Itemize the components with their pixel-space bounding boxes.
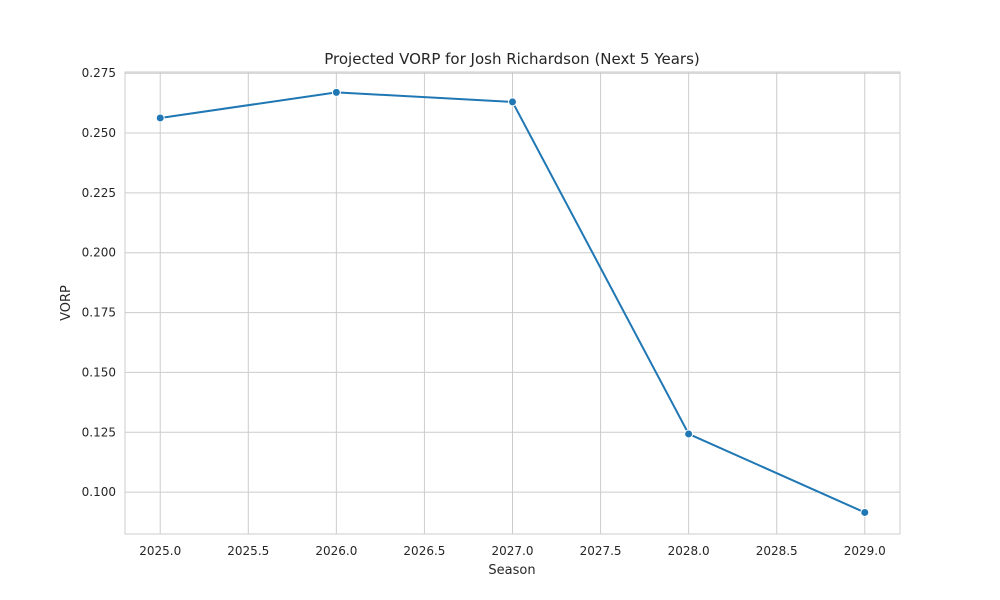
plot-area-frame: [124, 71, 901, 535]
data-point-marker: [508, 97, 517, 107]
y-tick-label: 0.275: [82, 66, 116, 80]
y-tick-label: 0.250: [82, 126, 116, 140]
y-tick-label: 0.175: [82, 306, 116, 320]
data-point-marker: [684, 429, 694, 439]
x-tick-label: 2025.0: [139, 544, 181, 558]
x-tick-label: 2025.5: [227, 544, 269, 558]
y-tick-label: 0.125: [82, 425, 116, 439]
x-axis-ticks: 2025.0 2025.5 2026.0 2026.5 2027.0 2027.5 2028…: [139, 544, 886, 558]
x-tick-label: 2028.0: [668, 544, 710, 558]
x-tick-label: 2026.0: [315, 544, 357, 558]
y-tick-label: 0.200: [82, 246, 116, 260]
y-tick-label: 0.225: [82, 186, 116, 200]
x-tick-label: 2029.0: [844, 544, 886, 558]
y-tick-label: 0.150: [82, 365, 116, 379]
x-tick-label: 2028.5: [756, 544, 798, 558]
y-axis-ticks: 0.100 0.125 0.150 0.175 0.200 0.225 0.250 0.275: [82, 66, 116, 499]
y-axis-label: VORP: [59, 285, 74, 321]
data-point-marker: [331, 87, 341, 97]
grid-layer: [125, 72, 900, 534]
x-tick-label: 2026.5: [403, 544, 445, 558]
x-tick-label: 2027.5: [580, 544, 622, 558]
x-axis-label: Season: [488, 563, 535, 578]
data-point-marker: [860, 507, 870, 517]
chart-title: Projected VORP for Josh Richardson (Next…: [324, 50, 700, 68]
y-tick-label: 0.100: [82, 485, 116, 499]
x-tick-label: 2027.0: [492, 544, 534, 558]
data-point-marker: [155, 113, 165, 123]
series-layer: [155, 87, 870, 517]
